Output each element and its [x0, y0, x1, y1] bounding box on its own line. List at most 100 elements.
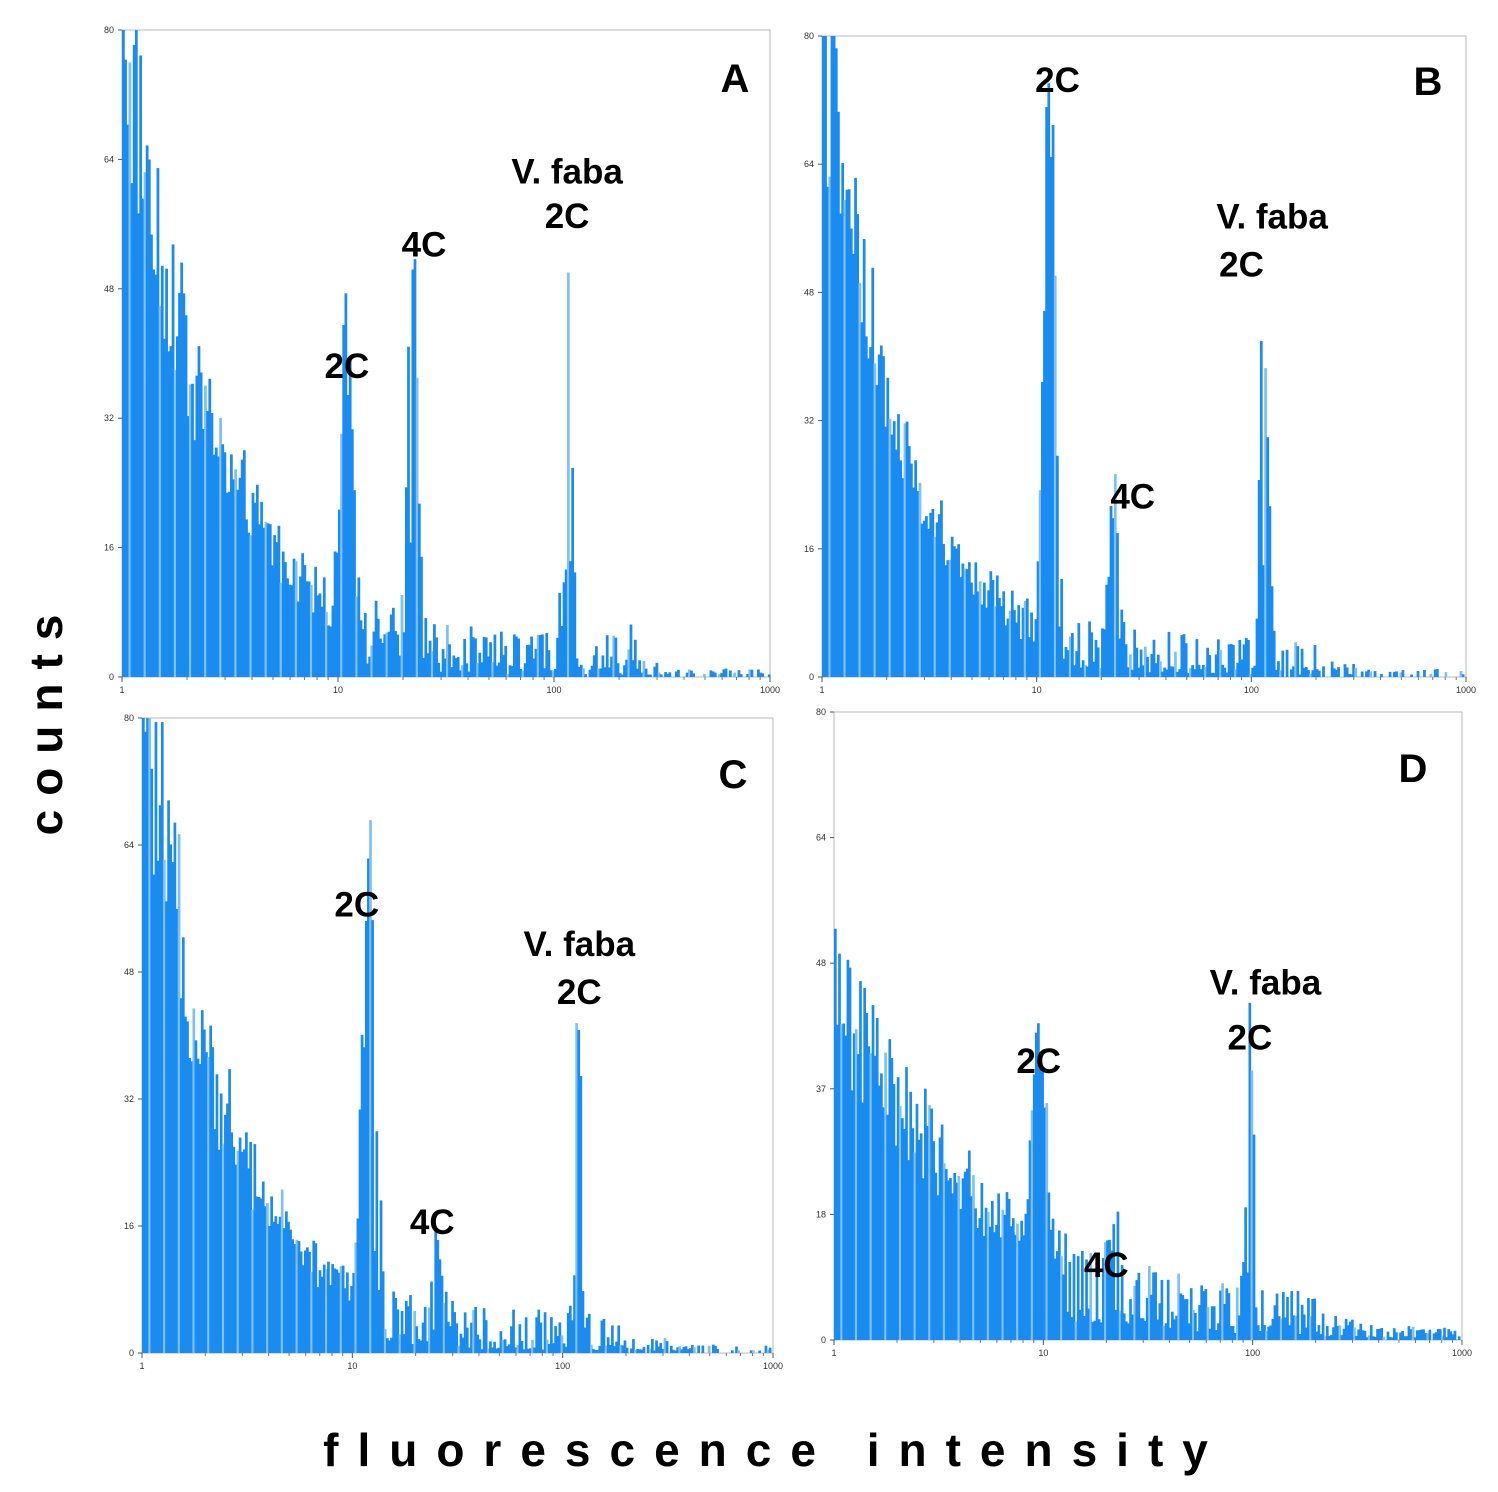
histogram-bar [1045, 1103, 1049, 1340]
histogram-bar [1262, 565, 1265, 677]
histogram-bar [299, 1251, 303, 1353]
panel-letter: C [719, 753, 748, 797]
histogram-bar [1307, 1298, 1310, 1340]
histogram-bar [558, 1322, 562, 1353]
histogram-bar [184, 315, 188, 677]
histogram-bar [886, 1114, 890, 1340]
histogram-bar [664, 672, 667, 677]
histogram-bar [709, 670, 713, 677]
histogram-bar [1257, 479, 1261, 677]
histogram-bar [1002, 591, 1006, 677]
histogram-bar [610, 656, 613, 677]
histogram-bar [967, 1150, 971, 1340]
histogram-bar [448, 644, 451, 677]
histogram-bar [1240, 1275, 1243, 1340]
histogram-bar [1039, 1059, 1042, 1340]
histogram-bar [822, 36, 825, 677]
histogram-bar [1272, 630, 1276, 677]
histogram-bar [1380, 674, 1383, 677]
histogram-bar [1071, 633, 1074, 677]
histogram-bar [499, 1331, 503, 1353]
histogram-bar [493, 634, 497, 677]
histogram-bar [1152, 639, 1156, 677]
histogram-bar [1041, 1067, 1044, 1340]
histogram-bar [983, 582, 986, 677]
histogram-bar [245, 1132, 248, 1353]
histogram-bar [600, 1320, 604, 1353]
histogram-bar [615, 1341, 618, 1353]
histogram-bar [1269, 1325, 1273, 1340]
histogram-bar [858, 283, 862, 677]
histogram-bar [566, 272, 570, 677]
histogram-bar [932, 1141, 936, 1340]
histogram-bar [275, 542, 279, 677]
histogram-bar [646, 674, 650, 677]
histogram-bar [980, 1182, 984, 1340]
histogram-bar [587, 1313, 591, 1353]
histogram-bar [1176, 671, 1179, 677]
histogram-bar [329, 1285, 332, 1353]
histogram-bar [1128, 654, 1132, 677]
histogram-bar [1225, 1288, 1229, 1340]
y-tick-label: 0 [129, 1348, 134, 1358]
histogram-bar [882, 356, 885, 677]
histogram-bar [1355, 1335, 1358, 1340]
histogram-bar [636, 668, 639, 677]
histogram-bar [1343, 664, 1347, 677]
histogram-bar [1235, 1287, 1239, 1340]
histogram-bar [930, 1108, 933, 1340]
histogram-bar [918, 482, 922, 677]
histogram-bar [1197, 664, 1201, 677]
histogram-bar [299, 576, 302, 677]
histogram-bar [937, 514, 941, 677]
histogram-bar [1116, 1211, 1120, 1340]
y-tick-label: 0 [821, 1335, 826, 1345]
histogram-bar [160, 265, 164, 677]
histogram-bar [1438, 1329, 1442, 1340]
histogram-bar [536, 634, 540, 677]
histogram-bar [1078, 1309, 1082, 1340]
x-axis-title: fluorescence intensity [323, 1424, 1227, 1476]
histogram-bar [344, 293, 348, 677]
histogram-bar [1093, 1320, 1097, 1340]
histogram-bar [179, 998, 183, 1353]
histogram-bar [852, 253, 855, 677]
histogram-bar [208, 378, 212, 677]
histogram-bar [346, 1272, 349, 1353]
histogram-bar [1335, 669, 1338, 677]
histogram-bar [228, 1069, 231, 1353]
histogram-bar [482, 637, 486, 677]
histogram-bar [268, 524, 272, 677]
y-tick-label: 48 [804, 287, 814, 297]
histogram-bar [1095, 1270, 1099, 1340]
histogram-bar [1338, 1325, 1342, 1340]
histogram-bar [259, 1198, 263, 1353]
histogram-bar [169, 844, 173, 1353]
histogram-bar [857, 1054, 860, 1340]
histogram-bar [1410, 674, 1413, 677]
histogram-bar [512, 1309, 515, 1353]
histogram-bar [692, 673, 695, 677]
y-tick-label: 64 [816, 833, 826, 843]
histogram-bar [583, 1327, 587, 1353]
histogram-bar [944, 565, 948, 677]
histogram-bar [165, 268, 168, 677]
histogram-bar [340, 433, 343, 677]
histogram-bar [1066, 650, 1070, 677]
histogram-bar [646, 1345, 650, 1353]
histogram-bar [980, 604, 984, 677]
histogram-bar [465, 1327, 469, 1353]
histogram-bar [1003, 1214, 1007, 1340]
histogram-bar [953, 1173, 957, 1340]
histogram-bar [907, 1160, 910, 1340]
histogram-bar [201, 428, 205, 677]
histogram-bar [1321, 1313, 1325, 1340]
histogram-bar [158, 805, 162, 1353]
histogram-bar [294, 561, 298, 677]
histogram-bar [281, 551, 285, 677]
histogram-bar [422, 657, 425, 677]
histogram-bar [455, 1323, 459, 1353]
histogram-bar [1154, 663, 1158, 677]
histogram-bar [1020, 1220, 1023, 1340]
x-tick-label: 10 [1032, 685, 1042, 695]
